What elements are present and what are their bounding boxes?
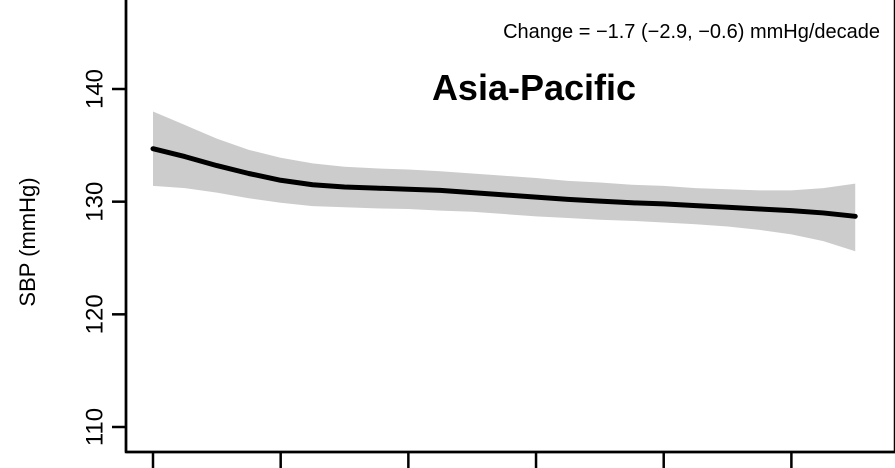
confidence-band-layer [153, 111, 856, 252]
y-tick-label: 120 [81, 294, 108, 334]
series-line-layer [150, 146, 858, 219]
y-axis: 110 120 130 140 [81, 0, 128, 452]
y-axis-label: SBP (mmHg) [15, 177, 40, 306]
y-tick-label: 140 [81, 69, 108, 109]
y-tick-label: 110 [81, 408, 108, 446]
confidence-band [153, 111, 856, 252]
panel-title: Asia-Pacific [432, 67, 636, 108]
trend-annotation: Change = −1.7 (−2.9, −0.6) mmHg/decade [503, 21, 880, 43]
y-tick-label: 130 [81, 182, 108, 222]
x-axis [126, 450, 895, 468]
